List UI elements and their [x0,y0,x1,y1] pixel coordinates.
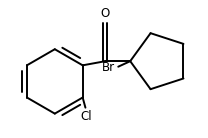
Text: Cl: Cl [80,110,92,123]
Text: Br: Br [102,61,115,74]
Text: O: O [101,7,110,20]
